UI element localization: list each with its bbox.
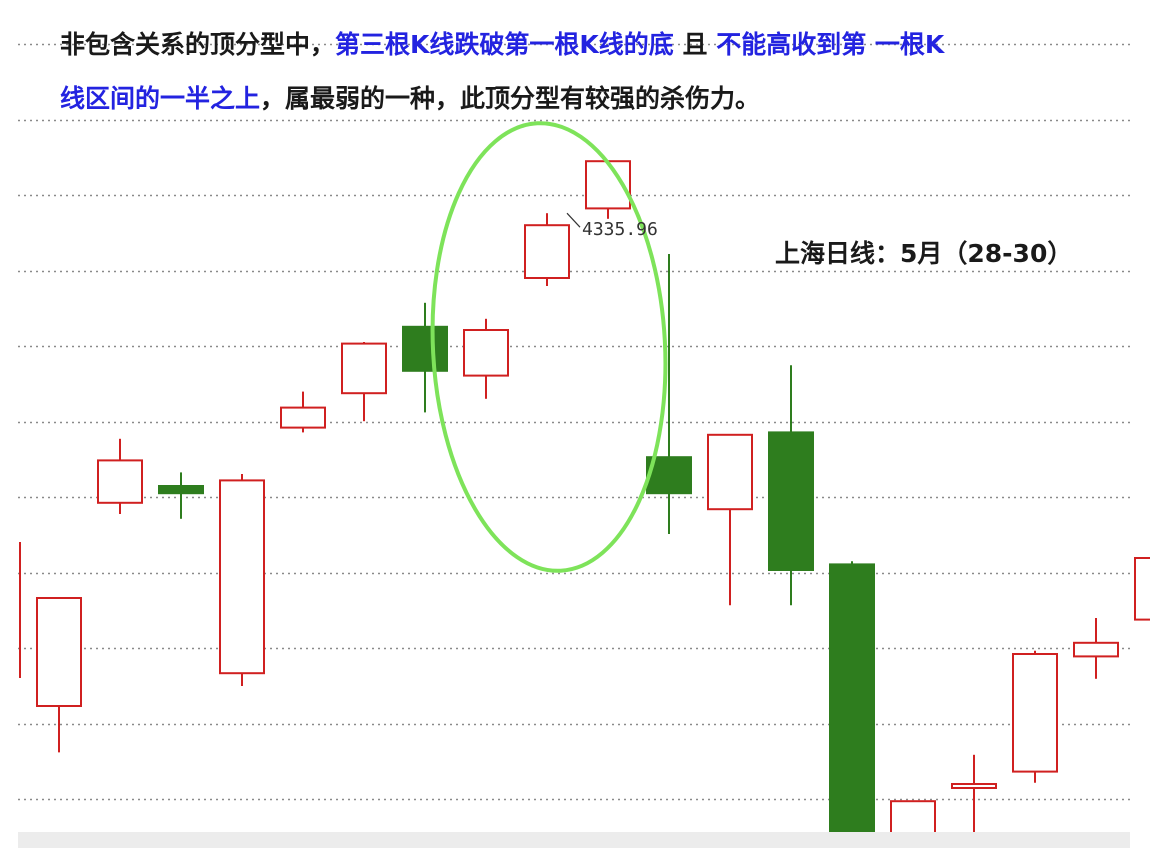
candle bbox=[463, 318, 509, 399]
candle bbox=[585, 160, 631, 219]
caption-segment: 不能高收到第 一根K bbox=[716, 30, 945, 59]
candle-body-up bbox=[951, 783, 997, 789]
candle bbox=[280, 391, 326, 433]
candle-body-up bbox=[463, 329, 509, 377]
candle bbox=[707, 433, 753, 606]
candle-body-up bbox=[1012, 653, 1058, 773]
caption-segment: 线区间的一半之上 bbox=[60, 84, 261, 113]
candle-body-up bbox=[1134, 557, 1150, 621]
candle bbox=[890, 800, 936, 836]
candle bbox=[97, 438, 143, 514]
peak-annotation-pointer bbox=[566, 212, 581, 228]
candle bbox=[1073, 618, 1119, 679]
caption-segment: 且 bbox=[673, 30, 717, 59]
bottom-scrollbar-track bbox=[18, 832, 1130, 848]
candle-body-up bbox=[36, 597, 82, 707]
candle bbox=[36, 597, 82, 753]
candle-body-down bbox=[402, 325, 448, 372]
candle bbox=[1012, 650, 1058, 783]
candle-body-up bbox=[1073, 641, 1119, 658]
candle-body-up bbox=[707, 433, 753, 511]
candle-body-down bbox=[768, 431, 814, 571]
grid-lines bbox=[18, 43, 1130, 801]
candle bbox=[402, 302, 448, 413]
candle bbox=[829, 561, 875, 836]
candle bbox=[1134, 557, 1150, 621]
candle-body-down bbox=[829, 563, 875, 836]
candle-body-up bbox=[524, 224, 570, 279]
peak-value-label: 4335.96 bbox=[582, 219, 658, 240]
candle-body-up bbox=[97, 459, 143, 504]
top-fractal-highlight-ellipse bbox=[430, 121, 668, 573]
candle-body-up bbox=[219, 479, 265, 675]
candle bbox=[646, 254, 692, 534]
candle bbox=[341, 342, 387, 422]
caption-segment: ，属最弱的一种，此顶分型有较强的杀伤力。 bbox=[260, 84, 761, 113]
chart-title-label: 上海日线：5月（28-30） bbox=[775, 239, 1073, 268]
candle bbox=[158, 472, 204, 519]
caption-segment: 非包含关系的顶分型中， bbox=[60, 30, 336, 59]
candle bbox=[524, 213, 570, 286]
candle-body-up bbox=[890, 800, 936, 836]
candle-body-up bbox=[341, 342, 387, 395]
candle bbox=[951, 754, 997, 834]
caption-line-1: 非包含关系的顶分型中，第三根K线跌破第一根K线的底 且 不能高收到第 一根K bbox=[60, 28, 944, 62]
candle bbox=[219, 474, 265, 686]
candle-body-down bbox=[158, 485, 204, 495]
annotations: 4335.96 bbox=[430, 121, 668, 573]
caption-segment: 第三根K线跌破第一根K线的底 bbox=[335, 30, 674, 59]
candle-body-up bbox=[280, 406, 326, 429]
caption-line-2: 线区间的一半之上，属最弱的一种，此顶分型有较强的杀伤力。 bbox=[60, 82, 760, 116]
candles bbox=[19, 160, 1150, 836]
candle bbox=[768, 365, 814, 606]
